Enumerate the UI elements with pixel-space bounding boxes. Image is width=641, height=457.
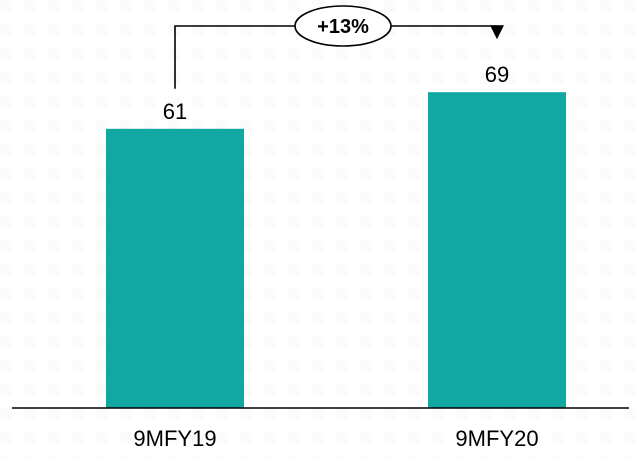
value-label-9mfy19: 61 [163, 99, 187, 124]
value-label-9mfy20: 69 [485, 62, 509, 87]
growth-annotation: +13% [174, 5, 504, 89]
labels-layer: 61 69 [163, 62, 509, 124]
bar-9mfy19 [106, 128, 244, 409]
x-tick-label-9mfy19: 9MFY19 [133, 426, 216, 451]
bar-9mfy20 [428, 92, 566, 408]
x-tick-label-9mfy20: 9MFY20 [455, 426, 538, 451]
arrow-down-icon [490, 25, 504, 40]
bars-layer [106, 92, 566, 409]
x-tick-labels: 9MFY19 9MFY20 [133, 426, 538, 451]
growth-badge-oval [294, 5, 392, 47]
growth-badge-label: +13% [317, 16, 369, 38]
